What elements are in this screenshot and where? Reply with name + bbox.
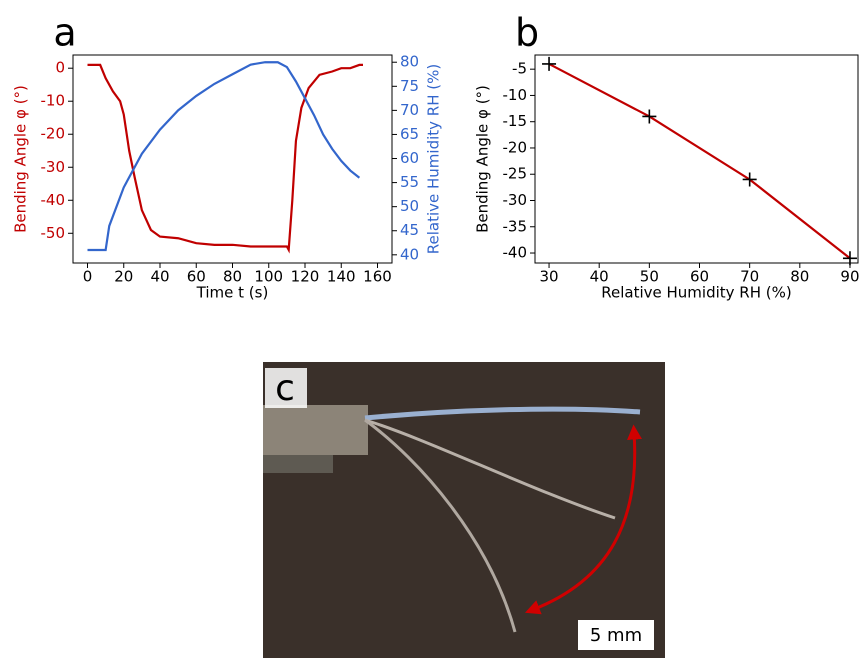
- x-tick-label: 60: [187, 268, 206, 286]
- y-tick-label: -5: [512, 60, 527, 78]
- y-axis-label: Bending Angle φ (°): [474, 85, 492, 233]
- strip: [364, 418, 517, 633]
- y2-tick-label: 65: [400, 125, 419, 143]
- panel-label: b: [515, 11, 539, 55]
- y-tick-label: -40: [41, 191, 66, 209]
- series-line: [87, 61, 361, 252]
- y2-tick-label: 50: [400, 197, 419, 215]
- x-tick-label: 20: [114, 268, 133, 286]
- x-tick-label: 140: [327, 268, 356, 286]
- scale-box: [578, 620, 654, 650]
- series-line: [548, 62, 851, 260]
- plot-frame: [534, 54, 859, 264]
- x-tick-label: 160: [363, 268, 392, 286]
- y2-tick-label: 75: [400, 77, 419, 95]
- x-tick-label: 40: [150, 268, 169, 286]
- y-tick-label: -20: [41, 125, 66, 143]
- series-line: [87, 63, 363, 254]
- point-marker: [742, 172, 757, 187]
- y-tick-label: -10: [503, 86, 528, 104]
- x-tick-label: 90: [840, 268, 859, 286]
- y-tick-label: -50: [41, 224, 66, 242]
- x-tick-label: 80: [223, 268, 242, 286]
- x-tick-label: 120: [291, 268, 320, 286]
- y-tick-label: -25: [503, 165, 528, 183]
- panel-label: a: [53, 11, 76, 55]
- plot-frame: [72, 54, 393, 264]
- x-tick-label: 30: [539, 268, 558, 286]
- y-tick-label: -35: [503, 217, 528, 235]
- y2-tick-label: 80: [400, 53, 419, 71]
- y2-tick-label: 40: [400, 245, 419, 263]
- y-tick-label: -30: [503, 191, 528, 209]
- y-tick-label: -15: [503, 112, 528, 130]
- x-tick-label: 100: [254, 268, 283, 286]
- y2-tick-label: 45: [400, 221, 419, 239]
- point-marker: [542, 56, 557, 71]
- x-tick-label: 70: [740, 268, 759, 286]
- y2-tick-label: 70: [400, 101, 419, 119]
- clamp: [263, 405, 368, 455]
- y2-tick-label: 60: [400, 149, 419, 167]
- y2-axis-label: Relative Humidity RH (%): [425, 64, 443, 254]
- y-axis-label: Bending Angle φ (°): [12, 85, 30, 233]
- strip: [364, 406, 641, 421]
- scale-bar-label: 5 mm: [590, 625, 642, 646]
- y2-tick-label: 55: [400, 173, 419, 191]
- panel-label: c: [275, 368, 295, 409]
- x-tick-label: 80: [790, 268, 809, 286]
- label-box: [265, 368, 307, 408]
- y-tick-label: 0: [55, 59, 65, 77]
- photo: c 5 mm: [263, 362, 665, 658]
- x-tick-label: 0: [83, 268, 93, 286]
- y-tick-label: -40: [503, 244, 528, 262]
- x-axis-label: Time t (s): [196, 284, 269, 302]
- y-tick-label: -20: [503, 138, 528, 156]
- x-tick-label: 60: [690, 268, 709, 286]
- x-tick-label: 40: [590, 268, 609, 286]
- x-tick-label: 50: [640, 268, 659, 286]
- clamp-base: [263, 455, 333, 473]
- point-marker: [642, 109, 657, 124]
- point-marker: [842, 251, 857, 266]
- x-axis-label: Relative Humidity RH (%): [601, 284, 791, 302]
- y-tick-label: -10: [41, 92, 66, 110]
- y-tick-label: -30: [41, 158, 66, 176]
- arrow: [525, 424, 642, 615]
